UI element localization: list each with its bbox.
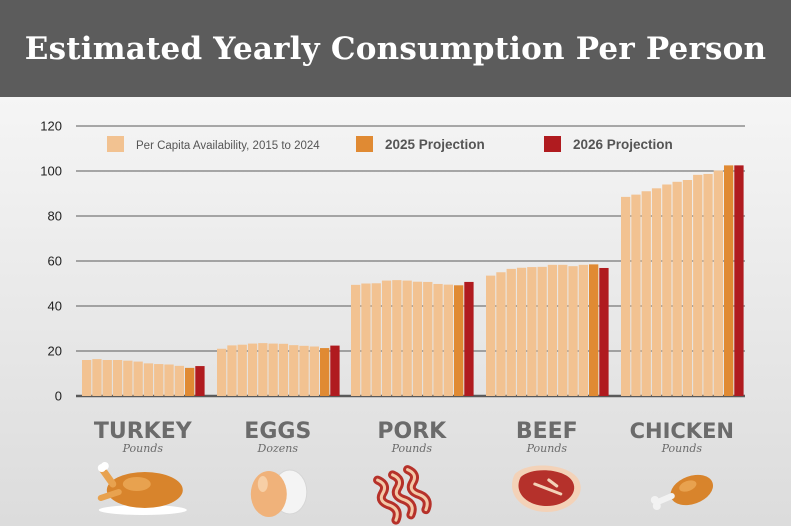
- category-label: EGGS: [244, 419, 311, 444]
- bar: [143, 363, 154, 396]
- bar: [496, 272, 506, 396]
- bar: [537, 266, 547, 396]
- bar: [703, 173, 713, 396]
- bar: [320, 348, 330, 396]
- bar: [734, 165, 744, 396]
- legend-label: Per Capita Availability, 2015 to 2024: [136, 140, 320, 152]
- bar: [154, 364, 164, 396]
- bar: [724, 165, 734, 396]
- bar: [713, 170, 723, 396]
- category-unit: Pounds: [661, 442, 703, 455]
- category-label: BEEF: [516, 419, 578, 444]
- bar: [568, 266, 578, 396]
- bar: [299, 345, 309, 396]
- turkey-icon: [97, 462, 187, 515]
- y-tick-label: 100: [40, 164, 62, 179]
- bar: [662, 184, 672, 396]
- legend-label: 2025 Projection: [385, 137, 485, 152]
- bar: [651, 188, 662, 396]
- bar: [693, 174, 703, 396]
- bar: [164, 364, 174, 396]
- title-banner: Estimated Yearly Consumption Per Person: [0, 0, 791, 97]
- bar: [309, 346, 319, 396]
- bar: [558, 264, 568, 396]
- bar: [631, 194, 641, 396]
- eggs-icon: [250, 469, 308, 517]
- legend-swatch: [107, 136, 124, 152]
- category-label: PORK: [377, 419, 447, 444]
- bar: [92, 359, 102, 396]
- y-tick-label: 20: [48, 344, 62, 359]
- legend-label: 2026 Projection: [573, 137, 673, 152]
- category-label: CHICKEN: [630, 419, 734, 443]
- bar: [227, 345, 237, 396]
- bar: [423, 281, 433, 396]
- bar: [392, 280, 402, 396]
- legend-swatch: [356, 136, 373, 152]
- category-unit: Pounds: [391, 442, 433, 455]
- drumstick-icon: [650, 474, 714, 510]
- y-tick-label: 40: [48, 299, 62, 314]
- bar: [112, 360, 123, 396]
- bar: [516, 267, 527, 396]
- bar: [641, 191, 651, 396]
- bar: [361, 283, 371, 396]
- bar: [381, 280, 392, 396]
- bar: [506, 268, 516, 396]
- bar: [486, 275, 496, 396]
- category-label: TURKEY: [94, 419, 193, 444]
- y-tick-label: 60: [48, 254, 62, 269]
- bar: [527, 267, 537, 396]
- legend-swatch: [544, 136, 561, 152]
- consumption-chart: 0 20 40 60 80 100 120 Per Capita Availability,…: [0, 97, 791, 526]
- bar: [330, 345, 340, 396]
- bar: [217, 348, 227, 396]
- bar: [289, 345, 299, 396]
- y-tick-label: 120: [40, 119, 62, 134]
- category-unit: Pounds: [122, 442, 164, 455]
- y-tick-label: 80: [48, 209, 62, 224]
- bar: [123, 360, 133, 396]
- bar: [102, 360, 112, 396]
- bar: [174, 365, 184, 396]
- bar: [402, 280, 412, 396]
- bar: [278, 343, 289, 396]
- category-unit: Dozens: [257, 442, 299, 455]
- bar: [133, 361, 143, 396]
- bar: [454, 285, 464, 396]
- y-tick-label: 0: [55, 389, 62, 404]
- bar: [258, 343, 268, 396]
- bar: [247, 343, 258, 396]
- category-unit: Pounds: [526, 442, 568, 455]
- bar: [237, 344, 247, 396]
- bar: [589, 264, 599, 396]
- bar: [599, 267, 609, 396]
- bar: [672, 181, 682, 396]
- bar: [547, 264, 558, 396]
- bar: [351, 284, 361, 396]
- page-title: Estimated Yearly Consumption Per Person: [24, 30, 767, 67]
- bar: [621, 196, 631, 396]
- bar: [682, 180, 693, 396]
- bar: [443, 284, 453, 396]
- bar: [195, 366, 205, 396]
- steak-icon: [511, 465, 581, 512]
- bar: [412, 281, 423, 396]
- bar: [578, 264, 588, 396]
- bar: [433, 283, 443, 396]
- bar: [82, 360, 92, 396]
- bar: [268, 343, 278, 396]
- bar: [464, 281, 474, 396]
- bar: [371, 283, 381, 396]
- bacon-icon: [373, 465, 432, 525]
- bar: [185, 367, 195, 396]
